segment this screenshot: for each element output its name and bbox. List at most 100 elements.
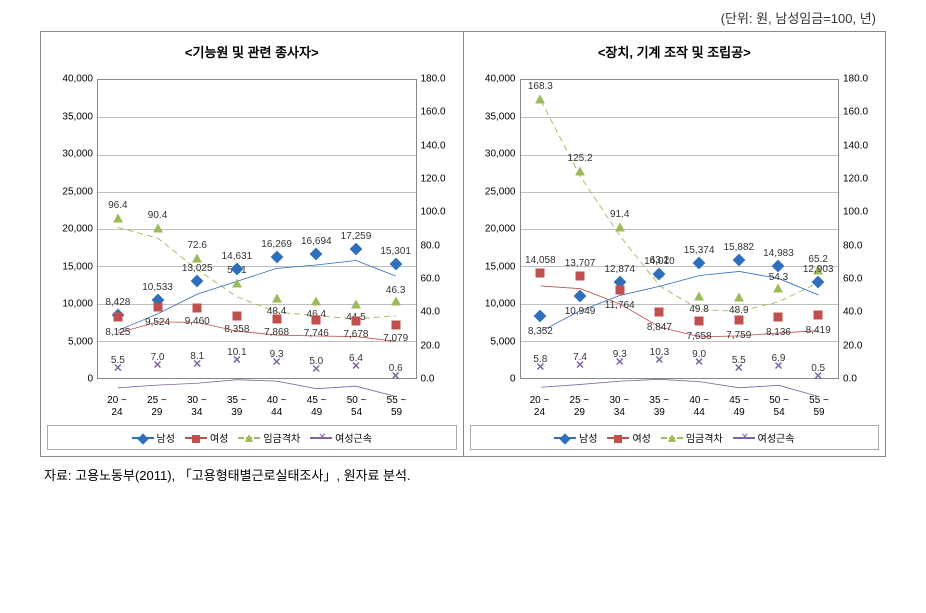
data-label: 7,868	[264, 327, 289, 338]
data-label: 13,707	[565, 258, 596, 269]
ytick-left: 35,000	[470, 111, 516, 122]
xtick: 25 ~29	[561, 395, 597, 419]
data-label: 9.3	[270, 349, 284, 360]
xtick: 50 ~54	[761, 395, 797, 419]
data-label: 90.4	[148, 210, 167, 221]
data-label: 16,269	[261, 239, 292, 250]
marker-gap	[391, 297, 401, 306]
data-label: 8,125	[105, 327, 130, 338]
data-label: 91.4	[610, 209, 629, 220]
ytick-right: 180.0	[843, 74, 879, 85]
xtick: 35 ~39	[641, 395, 677, 419]
marker-female	[695, 316, 704, 325]
xtick: 20 ~24	[521, 395, 557, 419]
charts-row: <기능원 및 관련 종사자>05,00010,00015,00020,00025…	[40, 31, 886, 457]
data-label: 9.0	[692, 349, 706, 360]
marker-female	[536, 269, 545, 278]
ytick-right: 180.0	[421, 74, 457, 85]
marker-female	[351, 316, 360, 325]
plot-wrap: 05,00010,00015,00020,00025,00030,00035,0…	[47, 69, 457, 419]
data-label: 9,460	[185, 316, 210, 327]
xtick: 40 ~44	[259, 395, 295, 419]
legend-item-gap: 임금격차	[661, 430, 723, 445]
ytick-left: 30,000	[47, 149, 93, 160]
ytick-right: 60.0	[843, 273, 879, 284]
marker-female	[153, 303, 162, 312]
data-label: 11,764	[605, 300, 635, 311]
ytick-left: 0	[47, 374, 93, 385]
data-label: 8,352	[528, 326, 553, 337]
marker-gap	[575, 166, 585, 175]
ytick-left: 5,000	[47, 336, 93, 347]
data-label: 8,358	[224, 324, 249, 335]
data-label: 7,658	[687, 331, 712, 342]
data-label: 10,533	[142, 282, 173, 293]
chart-title: <장치, 기계 조작 및 조립공>	[470, 42, 880, 61]
ytick-right: 60.0	[421, 273, 457, 284]
legend: 남성여성임금격차✕여성근속	[47, 425, 457, 450]
data-label: 14,983	[763, 248, 794, 259]
legend-label: 임금격차	[686, 430, 723, 445]
legend-label: 임금격차	[263, 430, 300, 445]
legend-marker-icon	[137, 433, 148, 444]
marker-gap	[192, 253, 202, 262]
data-label: 0.6	[389, 363, 403, 374]
data-label: 96.4	[108, 200, 127, 211]
legend-item-tenure: ✕여성근속	[733, 430, 795, 445]
data-label: 9,524	[145, 317, 170, 328]
data-label: 10,949	[565, 306, 596, 317]
legend-label: 여성	[210, 430, 228, 445]
legend-marker-icon	[192, 435, 200, 443]
ytick-left: 10,000	[47, 299, 93, 310]
data-label: 8,847	[647, 322, 672, 333]
ytick-left: 40,000	[47, 74, 93, 85]
ytick-right: 160.0	[843, 107, 879, 118]
data-label: 7.4	[573, 352, 587, 363]
ytick-right: 40.0	[421, 307, 457, 318]
legend-label: 여성	[632, 430, 650, 445]
marker-gap	[113, 214, 123, 223]
ytick-right: 160.0	[421, 107, 457, 118]
marker-female	[576, 271, 585, 280]
data-label: 10.3	[650, 347, 669, 358]
data-label: 8,428	[105, 297, 130, 308]
data-label: 54.3	[769, 272, 788, 283]
legend-item-gap: 임금격차	[238, 430, 300, 445]
ytick-left: 0	[470, 374, 516, 385]
ytick-left: 5,000	[470, 336, 516, 347]
marker-gap	[272, 293, 282, 302]
marker-female	[312, 316, 321, 325]
data-label: 49.8	[689, 304, 708, 315]
ytick-left: 15,000	[47, 261, 93, 272]
marker-gap	[694, 291, 704, 300]
data-label: 12,874	[604, 264, 635, 275]
chart-title: <기능원 및 관련 종사자>	[47, 42, 457, 61]
chart-panel: <장치, 기계 조작 및 조립공>05,00010,00015,00020,00…	[464, 32, 886, 456]
data-label: 5.5	[732, 355, 746, 366]
legend-marker-icon	[245, 434, 253, 442]
ytick-left: 15,000	[470, 261, 516, 272]
xtick: 55 ~59	[801, 395, 837, 419]
series-line-tenure	[540, 379, 818, 396]
marker-gap	[311, 297, 321, 306]
data-label: 12,903	[803, 264, 834, 275]
legend: 남성여성임금격차✕여성근속	[470, 425, 880, 450]
plot-area: 96.490.472.657.148.446.444.546.38,42810,…	[97, 79, 417, 379]
data-label: 5.0	[309, 356, 323, 367]
series-line-tenure	[118, 380, 396, 397]
data-label: 8.1	[190, 351, 204, 362]
legend-label: 여성근속	[335, 430, 372, 445]
plot-area: 168.3125.291.463.249.848.954.365.28,3521…	[520, 79, 840, 379]
source-text: 자료: 고용노동부(2011), 「고용형태별근로실태조사」, 원자료 분석.	[40, 465, 886, 484]
ytick-left: 30,000	[470, 149, 516, 160]
legend-marker-icon	[614, 435, 622, 443]
data-label: 14,058	[525, 255, 556, 266]
legend-item-female: 여성	[607, 430, 650, 445]
data-label: 7,678	[343, 329, 368, 340]
data-label: 16,694	[301, 236, 332, 247]
data-label: 13,025	[182, 263, 213, 274]
data-label: 0.5	[811, 363, 825, 374]
series-lines	[521, 80, 839, 398]
data-label: 5.8	[533, 354, 547, 365]
data-label: 5.5	[111, 355, 125, 366]
